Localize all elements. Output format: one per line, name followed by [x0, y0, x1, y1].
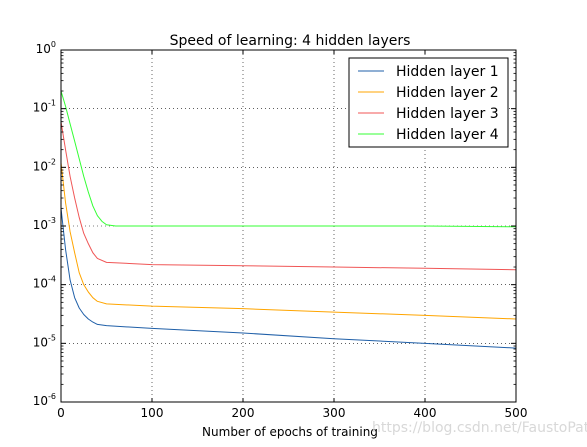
ticks: 0 100 200 300 400 500 100 10-1 10-2 10-3 10-4 10-5 1…: [33, 40, 528, 420]
y-tick-label: 10-6: [33, 392, 56, 408]
series-line-4: [60, 90, 517, 228]
legend-label-4: Hidden layer 4: [396, 127, 499, 143]
x-axis-label: Number of epochs of training: [202, 425, 378, 439]
x-tick-label: 200: [232, 406, 255, 420]
y-tick-label: 10-3: [33, 216, 56, 232]
x-tick-label: 300: [323, 406, 346, 420]
x-tick-label: 0: [57, 406, 65, 420]
legend: Hidden layer 1 Hidden layer 2 Hidden layer…: [348, 57, 509, 148]
y-tick-label: 10-2: [33, 157, 56, 173]
series-line-2: [60, 162, 517, 320]
legend-label-1: Hidden layer 1: [396, 64, 499, 80]
y-tick-label: 10-4: [33, 275, 56, 291]
y-tick-label: 10-1: [33, 99, 56, 115]
y-tick-label: 100: [36, 40, 56, 56]
x-tick-label: 400: [414, 406, 437, 420]
series-line-1: [60, 208, 517, 349]
legend-box: [348, 57, 509, 148]
watermark-text: https://blog.csdn.net/FaustoPatton: [372, 420, 587, 436]
x-tick-label: 500: [505, 406, 528, 420]
x-tick-label: 100: [141, 406, 164, 420]
legend-label-3: Hidden layer 3: [396, 106, 499, 122]
legend-label-2: Hidden layer 2: [396, 85, 499, 101]
series-line-3: [60, 121, 517, 271]
series-lines: [60, 90, 517, 349]
y-tick-label: 10-5: [33, 333, 56, 349]
chart-title: Speed of learning: 4 hidden layers: [170, 33, 411, 49]
